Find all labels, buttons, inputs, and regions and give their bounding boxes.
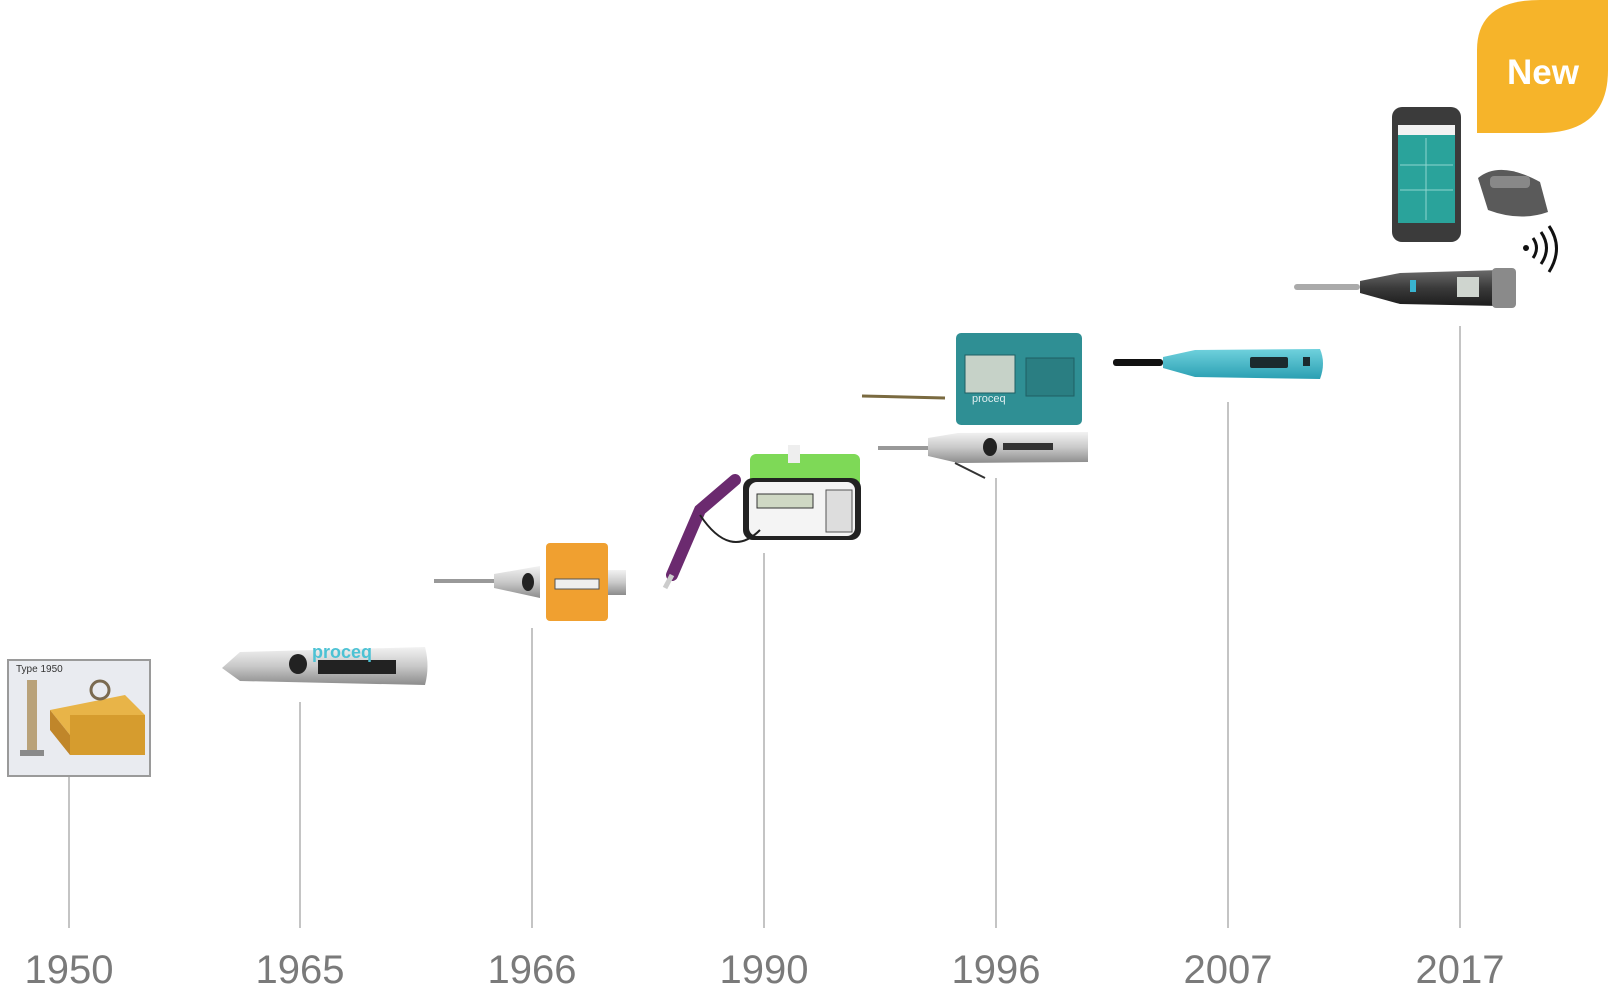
device-1990 bbox=[662, 445, 861, 590]
device-1965: proceq bbox=[222, 642, 428, 685]
caption: proceq bbox=[972, 393, 1006, 405]
caption: proceq bbox=[312, 642, 372, 662]
device-1996: proceq bbox=[861, 333, 1088, 479]
year-label: 1990 bbox=[720, 948, 809, 992]
device-1966 bbox=[434, 543, 626, 621]
year-label: 1965 bbox=[256, 948, 345, 992]
year-label: 2017 bbox=[1416, 948, 1505, 992]
connector-lines bbox=[68, 326, 1461, 928]
new-badge: New bbox=[1477, 0, 1608, 133]
year-label: 1966 bbox=[488, 948, 577, 992]
badge-label: New bbox=[1507, 53, 1580, 92]
device-1950: Type 1950 bbox=[7, 659, 151, 777]
year-label: 1996 bbox=[952, 948, 1041, 992]
year-label: 2007 bbox=[1184, 948, 1273, 992]
device-2017 bbox=[1294, 107, 1558, 308]
device-2007 bbox=[1113, 349, 1323, 379]
caption: Type 1950 bbox=[16, 664, 63, 675]
year-label: 1950 bbox=[25, 948, 114, 992]
